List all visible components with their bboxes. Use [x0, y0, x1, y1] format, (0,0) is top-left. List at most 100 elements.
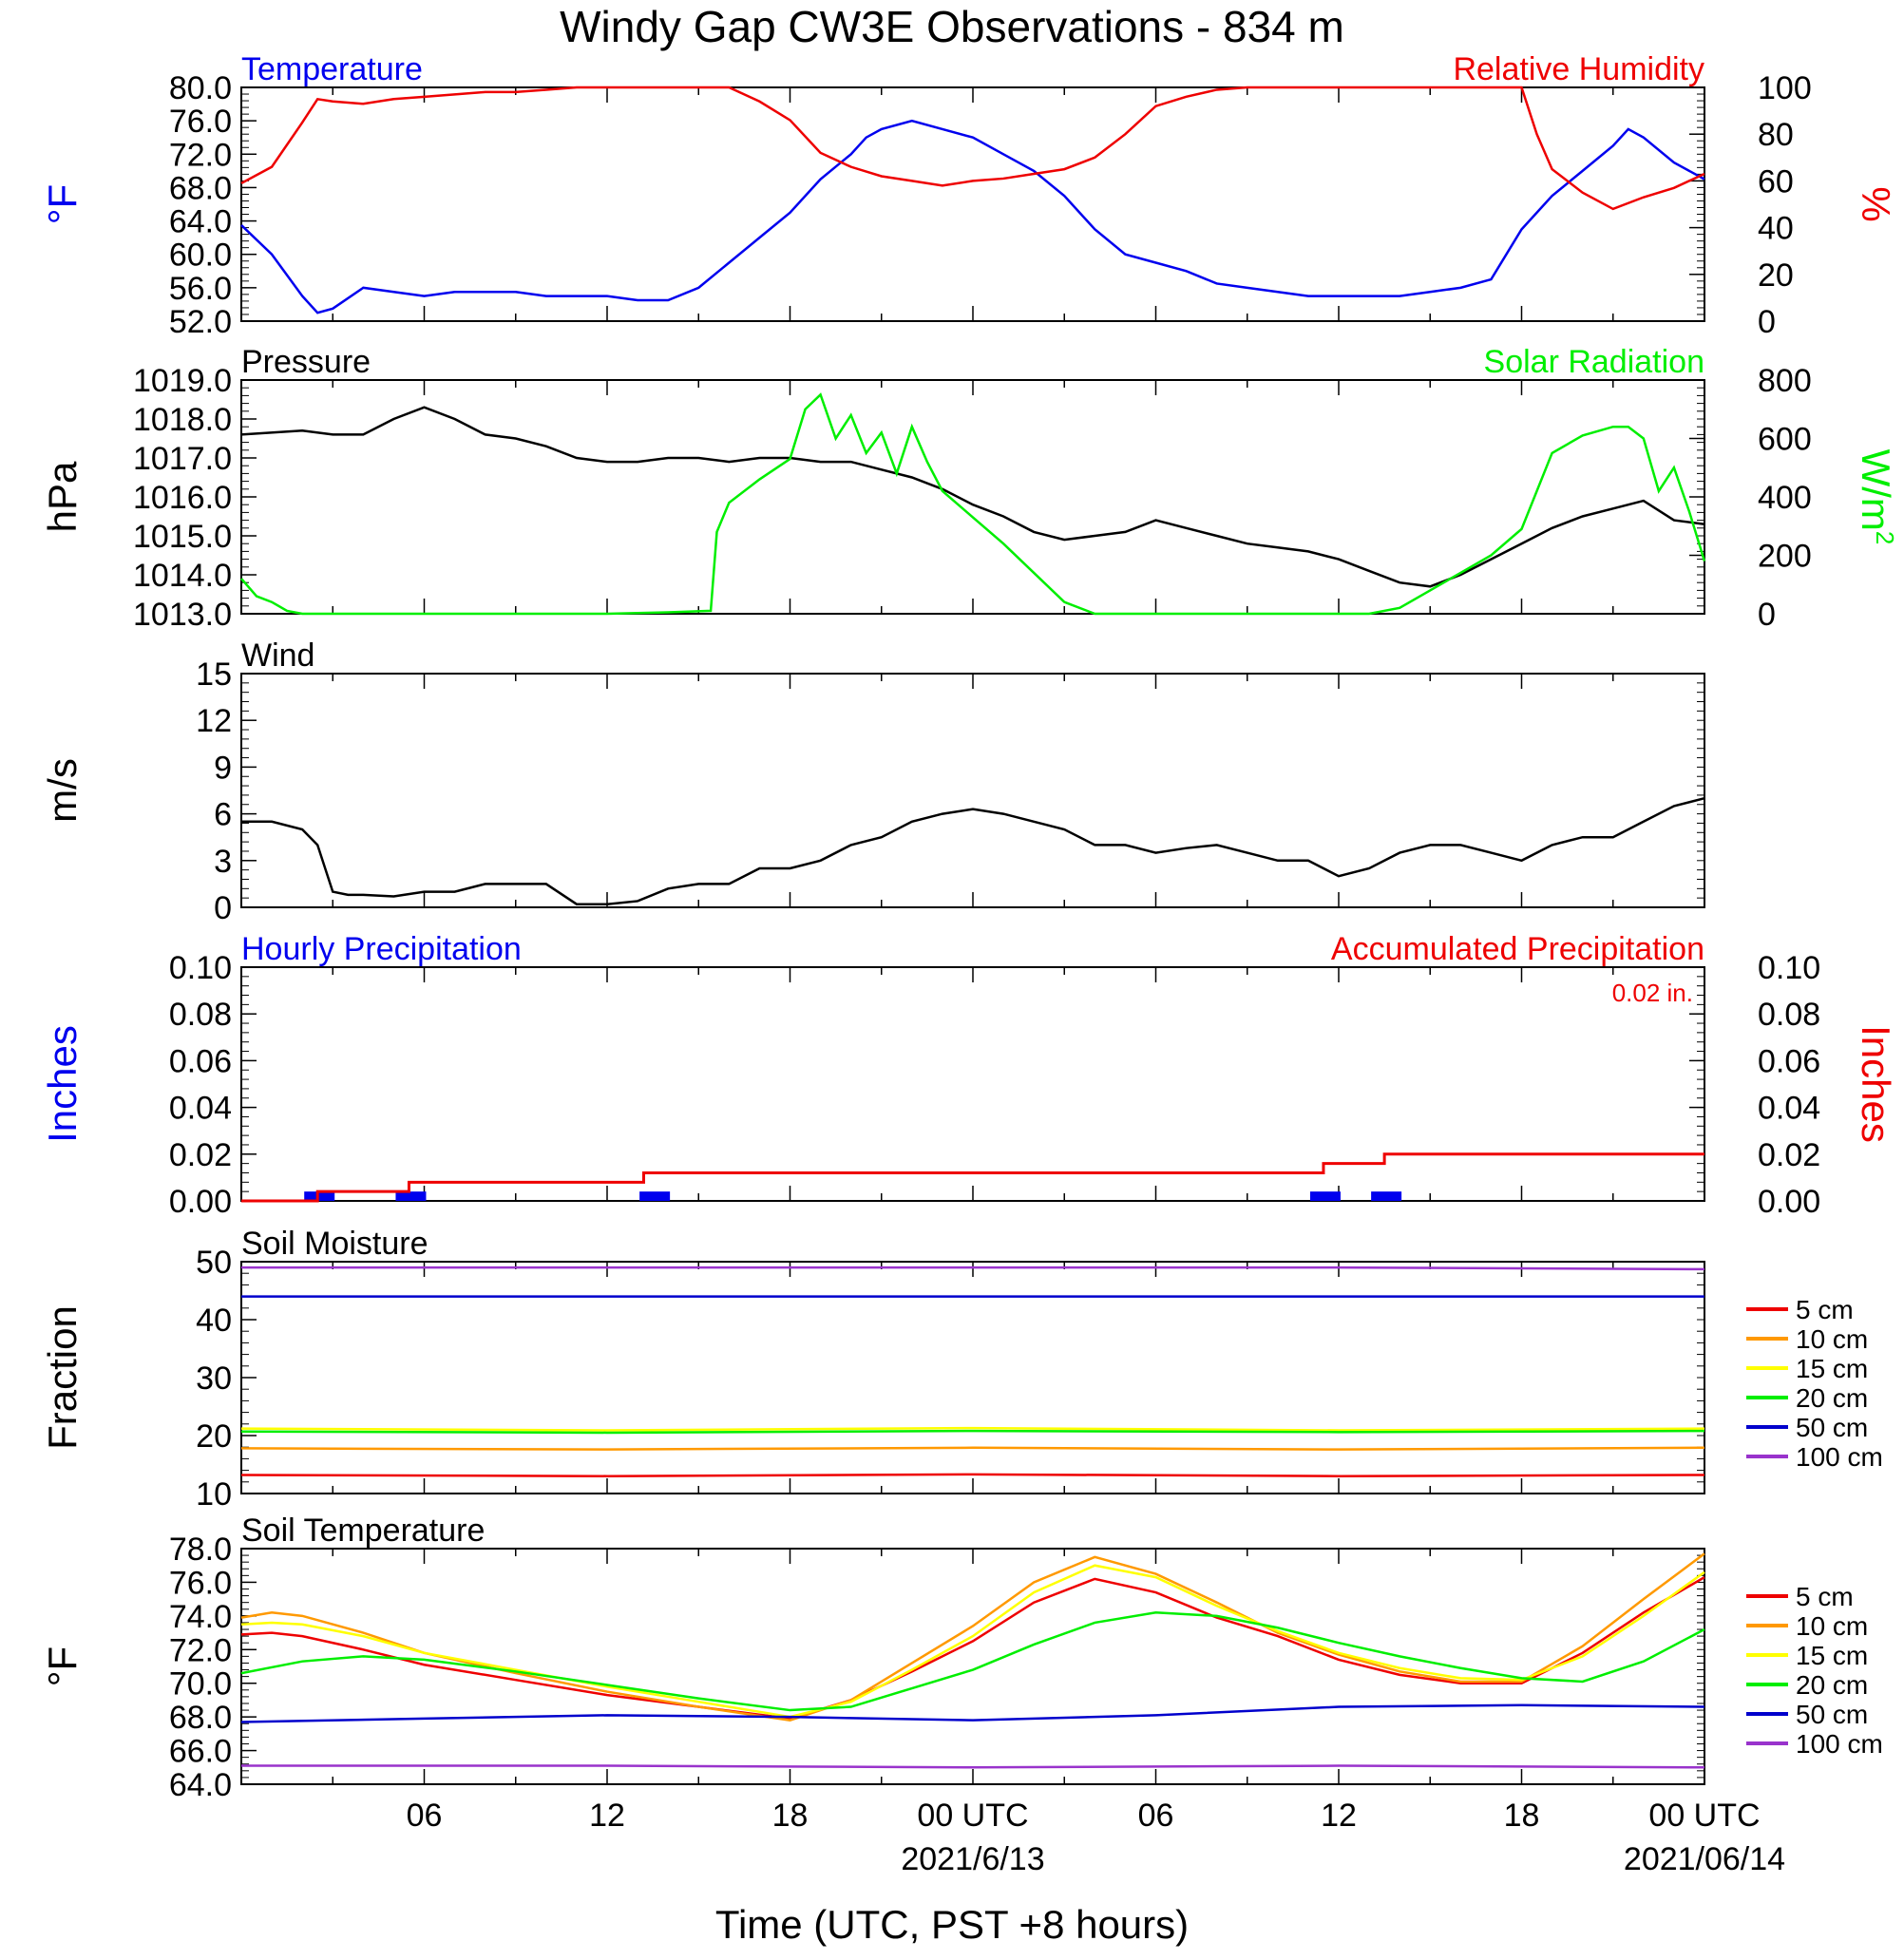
y-tick-label-right: 100: [1758, 70, 1812, 106]
precip-total-annotation: 0.02 in.: [1612, 979, 1693, 1007]
y-axis-label: Inches: [40, 1025, 85, 1143]
y-tick-label: 74.0: [169, 1599, 232, 1635]
y-tick-label: 20: [196, 1418, 232, 1455]
y-axis-label: hPa: [40, 461, 85, 532]
legend-label: 100 cm: [1796, 1729, 1883, 1759]
precip-bar: [1309, 1191, 1341, 1201]
y-tick-label: 3: [214, 844, 232, 880]
series-line-relative-humidity: [240, 86, 1705, 211]
y-tick-label-right: 0.06: [1758, 1043, 1820, 1079]
x-tick-label: 18: [772, 1798, 809, 1834]
legend-label: 15 cm: [1796, 1641, 1868, 1670]
series-line-temperature: [240, 119, 1705, 314]
y-tick-label-right: 0.00: [1758, 1184, 1820, 1220]
y-axis-label: °F: [40, 184, 85, 224]
y-tick-label: 50: [196, 1245, 232, 1281]
panel-title-left: Pressure: [241, 344, 371, 380]
y-tick-label: 1015.0: [133, 519, 232, 555]
y-tick-label: 0: [214, 890, 232, 926]
legend-label: 100 cm: [1796, 1442, 1883, 1472]
plot-frame: [240, 673, 1705, 908]
y-tick-label: 40: [196, 1303, 232, 1339]
panel-title-left: Soil Moisture: [241, 1226, 428, 1262]
precip-bar: [639, 1191, 671, 1201]
y-axis-label: Fraction: [40, 1305, 85, 1450]
panel-title-left: Soil Temperature: [241, 1513, 485, 1549]
y-tick-label-right: 0.10: [1758, 950, 1820, 986]
series-line-15-cm: [240, 1426, 1705, 1432]
y-tick-label: 1016.0: [133, 480, 232, 516]
y-tick-label: 76.0: [169, 1565, 232, 1601]
y-tick-label-right: 0.02: [1758, 1137, 1820, 1173]
series-line-pressure: [240, 406, 1705, 588]
y-axis-label: °F: [40, 1646, 85, 1686]
series-line-solar-radiation: [240, 392, 1706, 616]
y-tick-label: 72.0: [169, 137, 232, 173]
panel-4: 0.00 0.02 0.04 0.06 0.08 0.10 0.00 0.02 0.04 0.06…: [40, 931, 1898, 1220]
panel-title-left: Temperature: [241, 51, 423, 87]
series-line-15-cm: [240, 1564, 1705, 1719]
y-tick-label: 15: [196, 657, 232, 693]
y-tick-label-right: 40: [1758, 211, 1794, 247]
accumulated-precip-line: [241, 1152, 1704, 1203]
y-tick-label: 9: [214, 750, 232, 786]
precip-bar: [1371, 1191, 1402, 1201]
y-axis-label-sup: 2: [1871, 531, 1899, 544]
y-tick-label-right: 0: [1758, 597, 1776, 633]
x-date-label: 2021/06/14: [1624, 1841, 1785, 1877]
panel-2: 1013.01014.01015.01016.01017.01018.01019…: [40, 344, 1899, 633]
y-axis-label-right: %: [1854, 186, 1898, 221]
x-tick-label: 12: [1321, 1798, 1357, 1834]
panel-title-left: Hourly Precipitation: [241, 931, 522, 967]
series-line-20-cm: [240, 1611, 1705, 1712]
y-tick-label: 0.04: [169, 1091, 232, 1127]
panel-title-right: Solar Radiation: [1484, 344, 1704, 380]
legend-label: 50 cm: [1796, 1700, 1868, 1729]
precip-bar: [395, 1191, 427, 1201]
y-tick-label: 72.0: [169, 1632, 232, 1668]
legend-label: 10 cm: [1796, 1324, 1868, 1354]
series-line-20-cm: [240, 1429, 1705, 1435]
plot-frame: [240, 1548, 1705, 1785]
y-tick-label: 1017.0: [133, 441, 232, 477]
y-axis-label-right: Inches: [1854, 1025, 1898, 1143]
x-date-label: 2021/6/13: [901, 1841, 1044, 1877]
x-tick-label: 06: [1138, 1798, 1174, 1834]
series-line-5-cm: [240, 1576, 1705, 1721]
y-tick-label: 1019.0: [133, 363, 232, 399]
y-tick-label-right: 800: [1758, 363, 1812, 399]
y-tick-label-right: 400: [1758, 480, 1812, 516]
y-tick-label: 68.0: [169, 170, 232, 206]
plot-frame: [240, 379, 1705, 615]
y-tick-label: 0.10: [169, 950, 232, 986]
plot-frame: [240, 86, 1705, 322]
y-tick-label: 1014.0: [133, 558, 232, 594]
legend-label: 10 cm: [1796, 1611, 1868, 1641]
x-tick-label: 00 UTC: [1648, 1798, 1760, 1834]
y-tick-label: 10: [196, 1476, 232, 1513]
y-tick-label: 60.0: [169, 238, 232, 274]
y-tick-label: 68.0: [169, 1700, 232, 1736]
panel-title-left: Wind: [241, 637, 314, 674]
precip-bar: [304, 1191, 335, 1201]
y-tick-label: 0.06: [169, 1043, 232, 1079]
series-line-100-cm: [241, 1764, 1705, 1769]
y-tick-label-right: 0: [1758, 304, 1776, 340]
y-tick-label: 64.0: [169, 204, 232, 240]
y-tick-label-right: 0.04: [1758, 1091, 1820, 1127]
y-tick-label-right: 600: [1758, 422, 1812, 458]
y-tick-label: 78.0: [169, 1532, 232, 1568]
legend-label: 50 cm: [1796, 1413, 1868, 1442]
plot-frame: [240, 966, 1705, 1202]
y-tick-label: 0.00: [169, 1184, 232, 1220]
legend-label: 20 cm: [1796, 1383, 1868, 1413]
series-line-wind: [241, 796, 1705, 905]
y-tick-label: 1013.0: [133, 597, 232, 633]
x-tick-label: 06: [407, 1798, 443, 1834]
y-tick-label-right: 20: [1758, 257, 1794, 294]
y-tick-label: 30: [196, 1361, 232, 1397]
